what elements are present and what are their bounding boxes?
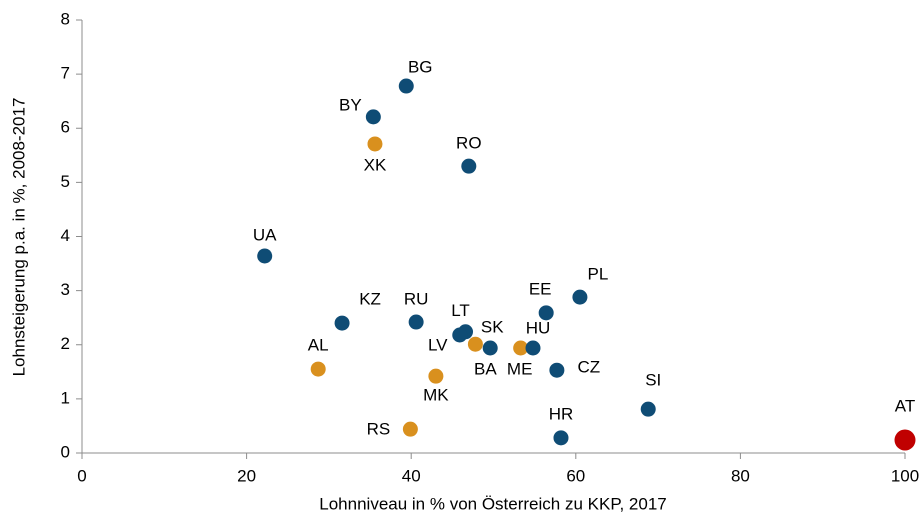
point-label: ME	[507, 359, 533, 378]
point-label: MK	[423, 386, 449, 405]
y-tick-label: 5	[61, 172, 70, 191]
x-tick-label: 20	[237, 466, 256, 485]
point-label: HU	[526, 318, 551, 337]
point-label: RU	[404, 290, 429, 309]
point-label: HR	[549, 404, 574, 423]
point	[334, 315, 350, 331]
y-tick-label: 1	[61, 388, 70, 407]
point-label: BG	[408, 58, 433, 77]
point	[572, 289, 588, 305]
point	[365, 109, 381, 125]
x-tick-label: 0	[77, 466, 86, 485]
point-label: UA	[253, 225, 277, 244]
point	[549, 362, 565, 378]
point	[408, 314, 424, 330]
y-axis-label: Lohnsteigerung p.a. in %, 2008-2017	[9, 98, 28, 377]
point-label: AL	[308, 336, 329, 355]
y-tick-label: 6	[61, 118, 70, 137]
point-label: AT	[895, 396, 915, 415]
y-tick-label: 2	[61, 334, 70, 353]
point	[467, 336, 483, 352]
y-tick-label: 4	[61, 226, 70, 245]
point	[452, 327, 468, 343]
point-label: PL	[588, 265, 609, 284]
y-tick-label: 0	[61, 442, 70, 461]
y-tick-label: 3	[61, 280, 70, 299]
point	[538, 305, 554, 321]
point	[461, 158, 477, 174]
point	[402, 421, 418, 437]
point	[640, 401, 656, 417]
point-label: RO	[456, 134, 482, 153]
x-tick-label: 80	[731, 466, 750, 485]
point	[428, 368, 444, 384]
point-label: XK	[364, 155, 387, 174]
point-label: BY	[339, 95, 362, 114]
y-tick-label: 7	[61, 64, 70, 83]
point	[482, 340, 498, 356]
point-label: KZ	[359, 290, 381, 309]
point-label: LV	[428, 335, 448, 354]
x-tick-label: 40	[402, 466, 421, 485]
point	[310, 361, 326, 377]
point	[513, 340, 529, 356]
point	[553, 430, 569, 446]
point-label: RS	[367, 420, 391, 439]
point	[367, 136, 383, 152]
point-label: EE	[529, 279, 552, 298]
point	[525, 340, 541, 356]
point	[257, 248, 273, 264]
x-tick-label: 60	[566, 466, 585, 485]
point-label: SK	[481, 317, 504, 336]
y-tick-label: 8	[61, 9, 70, 28]
x-axis-label: Lohnniveau in % von Österreich zu KKP, 2…	[319, 494, 666, 513]
point-label: BA	[474, 360, 497, 379]
x-tick-label: 100	[891, 466, 919, 485]
point-label: SI	[645, 371, 661, 390]
point-label: LT	[451, 301, 470, 320]
point-label: CZ	[578, 358, 601, 377]
point	[398, 78, 414, 94]
point	[894, 429, 916, 451]
